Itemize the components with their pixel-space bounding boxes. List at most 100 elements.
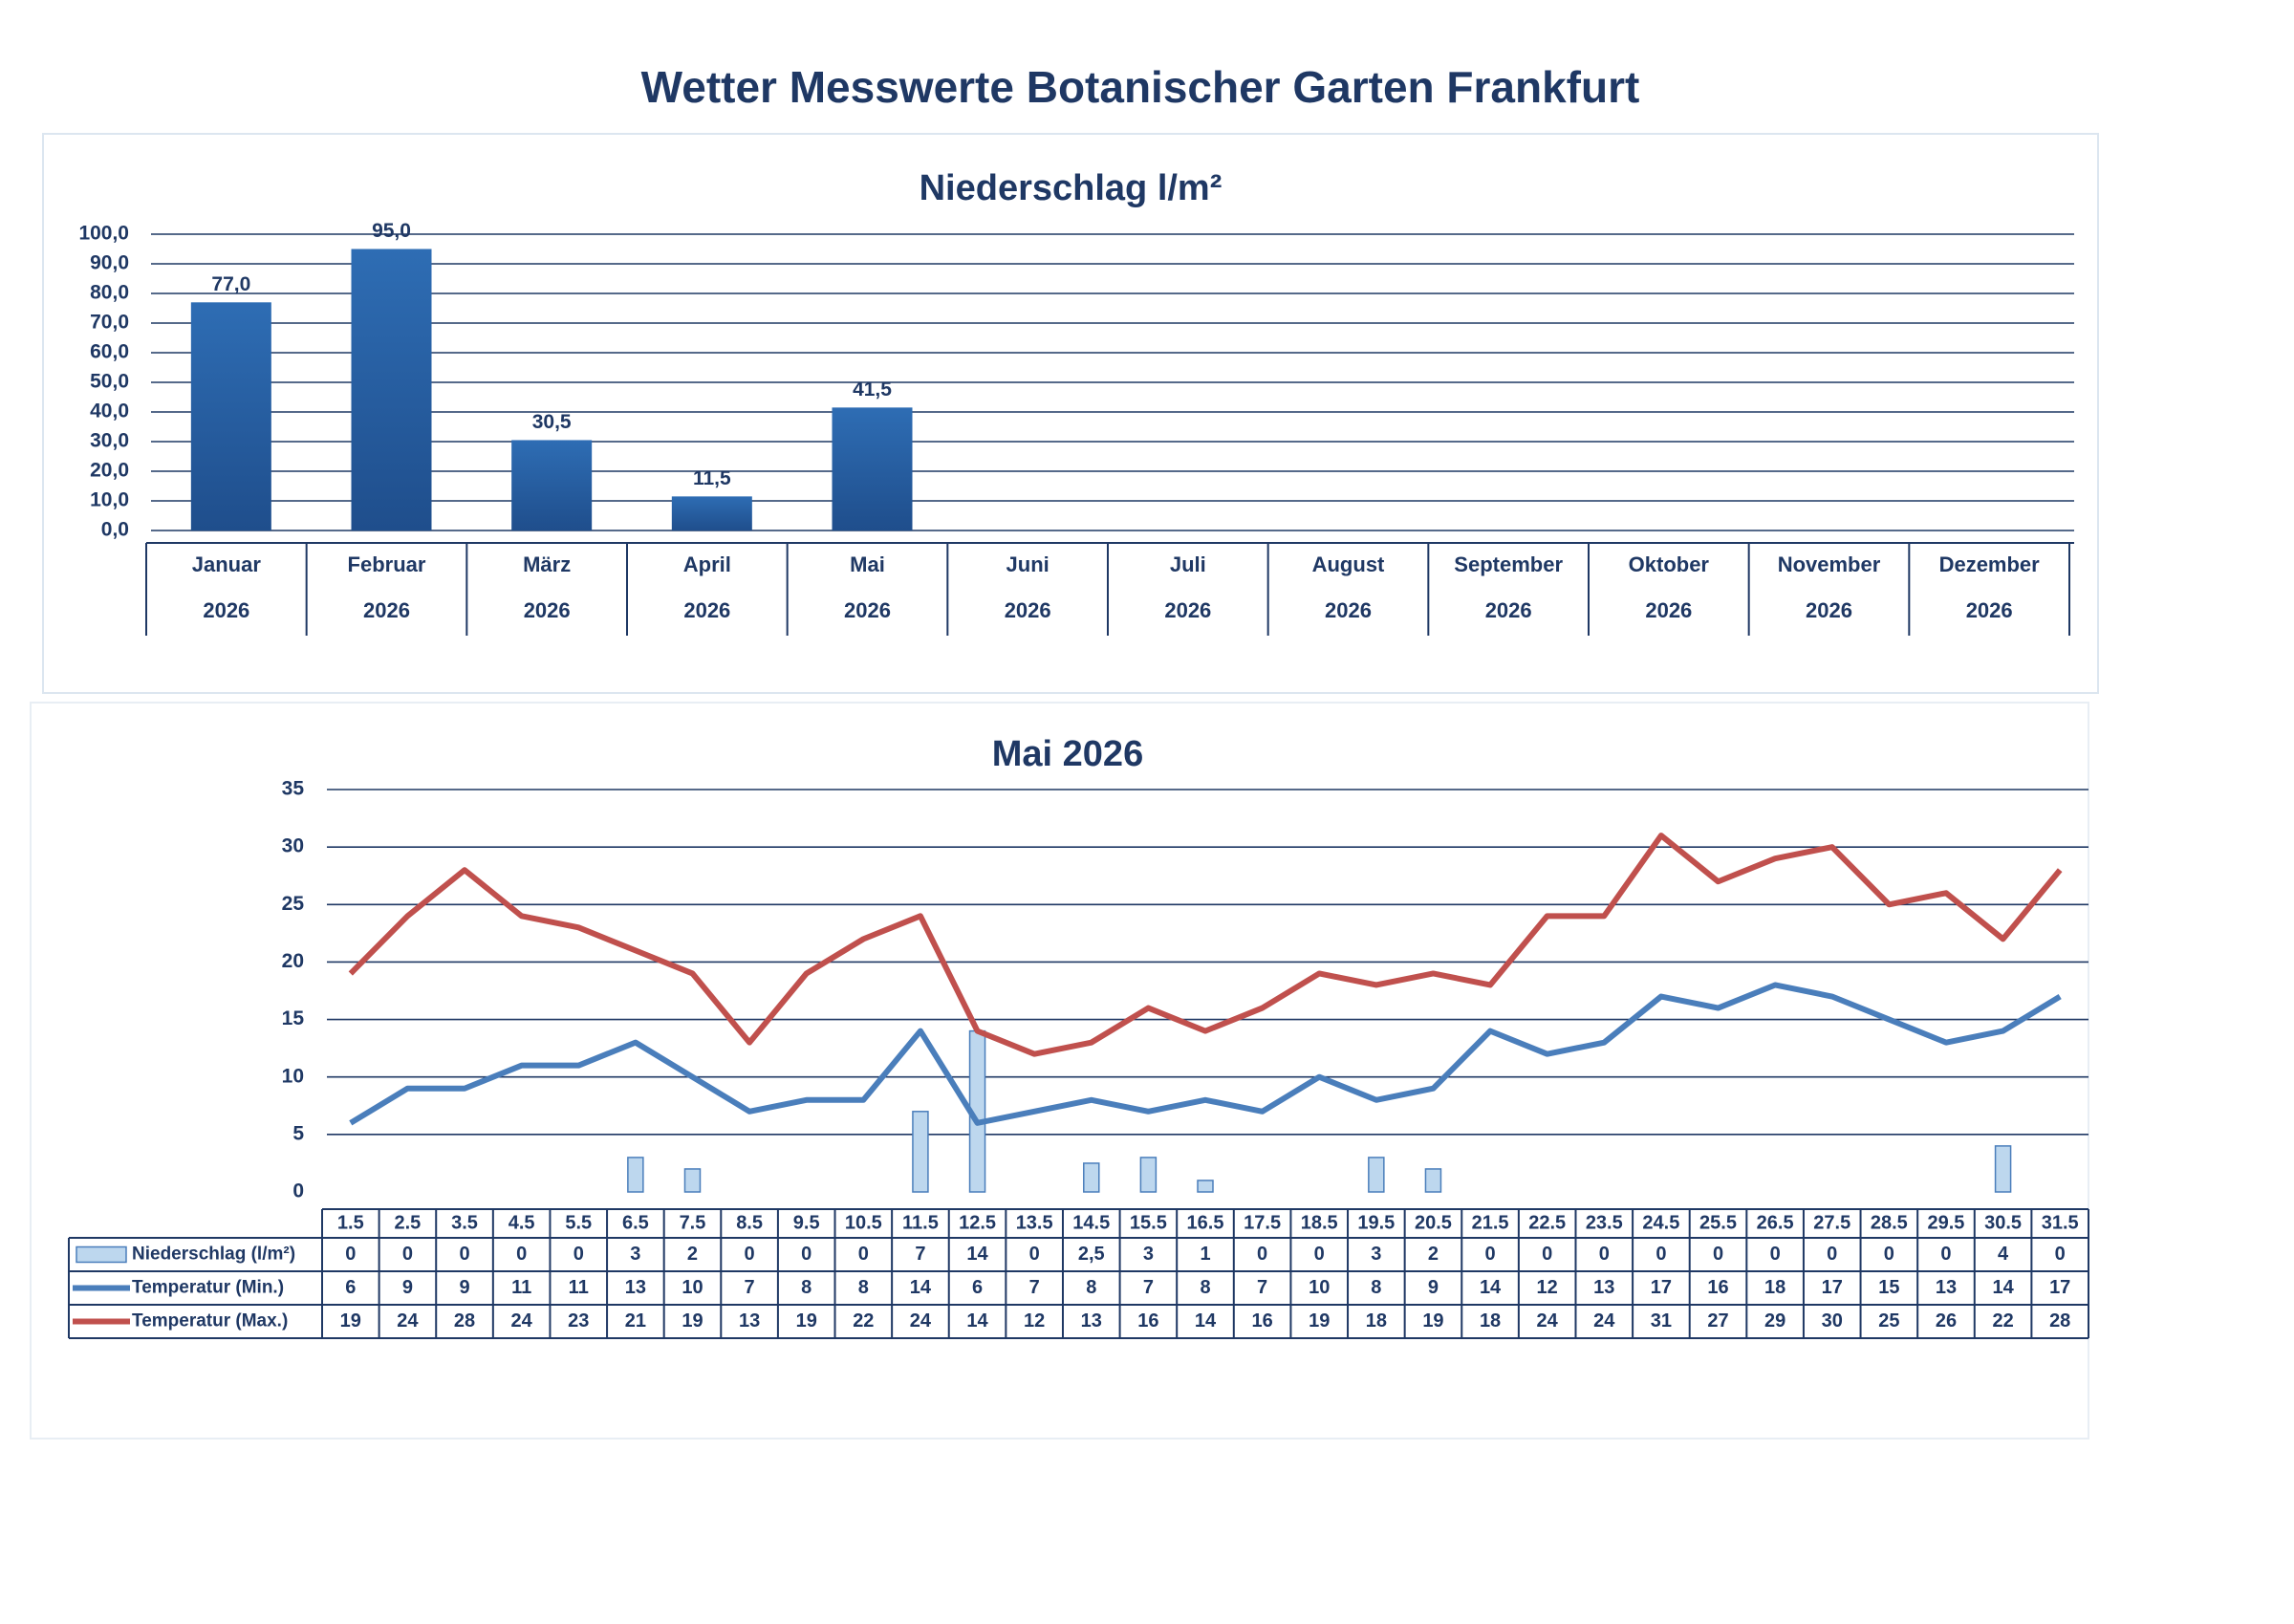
table-value: 28 (454, 1310, 475, 1332)
y-tick-label: 20 (282, 950, 304, 972)
x-tick-label: 19.5 (1357, 1212, 1395, 1233)
x-tick-label: 2026 (1966, 598, 2013, 622)
table-value: 0 (745, 1244, 755, 1265)
x-tick-label: 12.5 (959, 1212, 996, 1233)
x-tick-label: 16.5 (1187, 1212, 1224, 1233)
table-value: 11 (511, 1277, 531, 1298)
x-tick-label: September (1454, 552, 1563, 576)
x-tick-label: 28.5 (1871, 1212, 1908, 1233)
y-tick-label: 15 (282, 1007, 305, 1029)
y-tick-label: 0,0 (101, 519, 129, 541)
bar (351, 249, 432, 531)
y-tick-label: 30 (282, 835, 304, 857)
table-value: 0 (858, 1244, 869, 1265)
x-tick-label: 2026 (1005, 598, 1051, 622)
table-value: 13 (625, 1277, 646, 1298)
table-value: 0 (1542, 1244, 1552, 1265)
table-value: 0 (1884, 1244, 1894, 1265)
line (349, 982, 2062, 1126)
y-tick-label: 0 (292, 1180, 304, 1202)
chart-title: Mai 2026 (992, 734, 1143, 774)
table-value: 22 (853, 1310, 874, 1332)
y-tick-label: 70,0 (90, 312, 129, 334)
legend-key (76, 1245, 127, 1264)
legend-label: Niederschlag (l/m²) (132, 1245, 295, 1265)
y-tick-label: 25 (282, 893, 305, 915)
x-tick-label: 2026 (363, 598, 410, 622)
table-value: 14 (1195, 1310, 1217, 1332)
table-value: 7 (745, 1277, 755, 1298)
x-tick-label: 17.5 (1244, 1212, 1281, 1233)
bar (683, 1168, 702, 1193)
x-tick-label: 3.5 (451, 1212, 478, 1233)
x-tick-label: 4.5 (509, 1212, 535, 1233)
table-value: 7 (1029, 1277, 1040, 1298)
x-tick-label: 30.5 (1984, 1212, 2022, 1233)
data-label: 41,5 (853, 379, 892, 401)
table-value: 0 (1314, 1244, 1325, 1265)
table-value: 14 (966, 1310, 988, 1332)
bar (190, 302, 271, 531)
x-tick-label: Juni (1006, 552, 1050, 576)
x-tick-label: 20.5 (1415, 1212, 1452, 1233)
x-tick-label: 2026 (1645, 598, 1692, 622)
x-tick-label: 2026 (1485, 598, 1532, 622)
page-title: Wetter Messwerte Botanischer Garten Fran… (641, 62, 1640, 112)
x-tick-label: November (1778, 552, 1881, 576)
x-tick-label: 9.5 (793, 1212, 820, 1233)
table-value: 15 (1878, 1277, 1899, 1298)
y-tick-label: 10 (282, 1065, 304, 1087)
table-value: 10 (1309, 1277, 1330, 1298)
x-tick-label: 26.5 (1757, 1212, 1794, 1233)
line (348, 833, 2063, 1057)
x-tick-label: 5.5 (565, 1212, 592, 1233)
x-tick-label: April (683, 552, 731, 576)
table-value: 4 (1998, 1244, 2009, 1265)
table-value: 21 (625, 1310, 646, 1332)
table-value: 24 (397, 1310, 419, 1332)
x-tick-label: 24.5 (1642, 1212, 1679, 1233)
table-value: 17 (2049, 1277, 2070, 1298)
x-tick-label: Oktober (1629, 552, 1710, 576)
table-value: 17 (1651, 1277, 1672, 1298)
data-label: 95,0 (372, 220, 411, 242)
table-value: 9 (402, 1277, 413, 1298)
table-value: 22 (1992, 1310, 2013, 1332)
table-value: 16 (1251, 1310, 1272, 1332)
y-tick-label: 80,0 (90, 282, 129, 304)
table-value: 7 (915, 1244, 925, 1265)
x-tick-label: 2026 (1164, 598, 1211, 622)
table-value: 13 (1936, 1277, 1957, 1298)
table-value: 0 (1257, 1244, 1267, 1265)
bar (1139, 1157, 1158, 1193)
table-value: 18 (1480, 1310, 1501, 1332)
table-value: 8 (1371, 1277, 1381, 1298)
x-tick-label: Dezember (1939, 552, 2041, 576)
table-value: 14 (910, 1277, 932, 1298)
table-value: 19 (1422, 1310, 1443, 1332)
table-value: 31 (1651, 1310, 1672, 1332)
x-tick-label: Januar (192, 552, 262, 576)
x-tick-label: 2026 (1806, 598, 1852, 622)
x-tick-label: Juli (1170, 552, 1206, 576)
x-tick-label: 7.5 (680, 1212, 706, 1233)
table-value: 13 (739, 1310, 760, 1332)
x-tick-label: 22.5 (1528, 1212, 1566, 1233)
x-tick-label: 2026 (203, 598, 249, 622)
table-value: 6 (345, 1277, 356, 1298)
table-value: 11 (569, 1277, 589, 1298)
table-value: 13 (1081, 1310, 1102, 1332)
table-value: 2,5 (1078, 1244, 1105, 1265)
y-tick-label: 60,0 (90, 341, 129, 363)
x-tick-label: 25.5 (1699, 1212, 1737, 1233)
x-tick-label: 29.5 (1927, 1212, 1964, 1233)
table-value: 26 (1936, 1310, 1957, 1332)
table-value: 9 (459, 1277, 469, 1298)
x-tick-label: 2026 (524, 598, 571, 622)
x-tick-label: 6.5 (622, 1212, 649, 1233)
table-value: 24 (1593, 1310, 1615, 1332)
x-tick-label: 10.5 (845, 1212, 882, 1233)
table-value: 2 (687, 1244, 698, 1265)
table-value: 23 (568, 1310, 589, 1332)
table-value: 24 (910, 1310, 932, 1332)
